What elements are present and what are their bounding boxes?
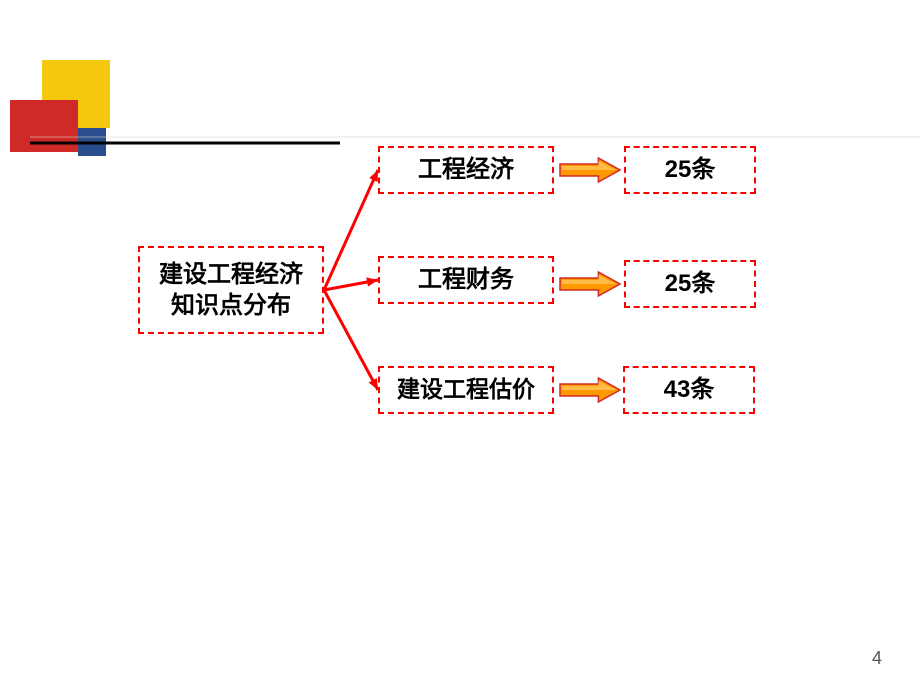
count-box-2: 43条 bbox=[623, 366, 755, 414]
count-label-2: 43条 bbox=[664, 374, 715, 405]
root-box: 建设工程经济知识点分布 bbox=[138, 246, 324, 334]
branch-label-0: 工程经济 bbox=[418, 154, 514, 185]
count-box-1: 25条 bbox=[624, 260, 756, 308]
branch-label-1: 工程财务 bbox=[418, 264, 514, 295]
root-label: 建设工程经济知识点分布 bbox=[159, 259, 303, 321]
branch-box-2: 建设工程估价 bbox=[378, 366, 554, 414]
count-box-0: 25条 bbox=[624, 146, 756, 194]
branch-box-1: 工程财务 bbox=[378, 256, 554, 304]
diagram-svg bbox=[0, 0, 920, 690]
count-label-0: 25条 bbox=[665, 154, 716, 185]
branch-box-0: 工程经济 bbox=[378, 146, 554, 194]
count-label-1: 25条 bbox=[665, 268, 716, 299]
page-number: 4 bbox=[872, 648, 882, 669]
page-number-text: 4 bbox=[872, 648, 882, 668]
branch-label-2: 建设工程估价 bbox=[397, 375, 535, 405]
